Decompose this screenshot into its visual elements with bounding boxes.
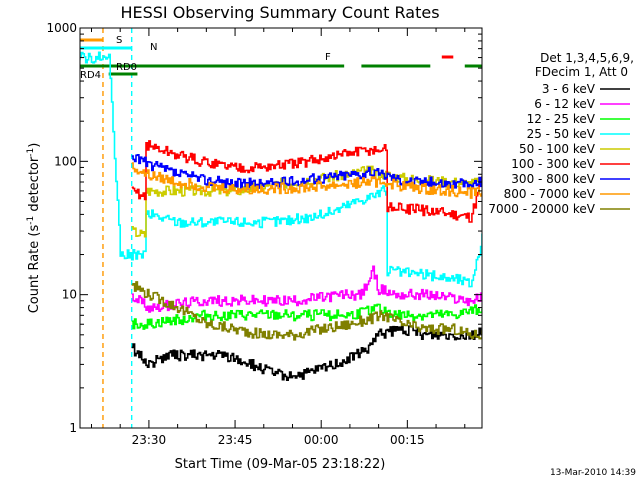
series-line-3-6-kev — [131, 325, 482, 381]
flag-label-rd0: RD0 — [116, 62, 137, 73]
x-tick-label: 00:00 — [304, 433, 339, 447]
plot-area — [80, 28, 482, 428]
series-line-6-12-kev — [131, 265, 482, 313]
x-tick-label: 00:15 — [390, 433, 425, 447]
legend-label-25-50-kev: 25 - 50 keV — [527, 127, 596, 141]
y-tick-label: 1 — [69, 421, 77, 435]
timestamp: 13-Mar-2010 14:39 — [550, 468, 636, 478]
axes: 1 10 100 1000 23:30 23:45 00:00 00:15 — [46, 21, 482, 447]
legend-label-6-12-kev: 6 - 12 keV — [534, 97, 596, 111]
y-axis-label: Count Rate (s-1 detector-1) — [26, 143, 42, 314]
chart-title: HESSI Observing Summary Count Rates — [120, 3, 439, 22]
flag-label-n: N — [150, 42, 157, 53]
y-tick-label: 1000 — [46, 21, 77, 35]
y-tick-label: 10 — [62, 288, 77, 302]
legend-label-100-300-kev: 100 - 300 keV — [511, 157, 595, 171]
series-line-300-800-kev — [131, 154, 482, 190]
legend: Det 1,3,4,5,6,9, FDecim 1, Att 0 3 - 6 k… — [488, 51, 634, 216]
x-tick-label: 23:45 — [218, 433, 253, 447]
series-line-7000-20000-kev — [131, 281, 482, 341]
series-line-12-25-kev — [131, 303, 482, 330]
flag-label-rd4: RD4 — [80, 70, 101, 81]
y-tick-label: 100 — [54, 154, 77, 168]
legend-label-300-800-kev: 300 - 800 keV — [511, 172, 595, 186]
flag-label-f: F — [325, 52, 331, 63]
series-line-100-300-kev — [131, 140, 482, 223]
legend-label-12-25-kev: 12 - 25 keV — [527, 112, 596, 126]
flag-label-s: S — [116, 35, 122, 46]
x-tick-label: 23:30 — [132, 433, 167, 447]
series-line-25-50-kev — [80, 51, 482, 288]
x-axis-label: Start Time (09-Mar-05 23:18:22) — [175, 457, 386, 472]
legend-label-7000-20000-kev: 7000 - 20000 keV — [488, 202, 595, 216]
series-line-800-7000-kev — [131, 162, 482, 199]
legend-label-800-7000-kev: 800 - 7000 keV — [504, 187, 596, 201]
legend-label-50-100-kev: 50 - 100 keV — [519, 142, 596, 156]
legend-label-3-6-kev: 3 - 6 keV — [542, 82, 596, 96]
legend-header-line-2: FDecim 1, Att 0 — [535, 65, 628, 79]
legend-header-line-1: Det 1,3,4,5,6,9, — [540, 51, 634, 65]
plot-frame — [79, 27, 483, 429]
